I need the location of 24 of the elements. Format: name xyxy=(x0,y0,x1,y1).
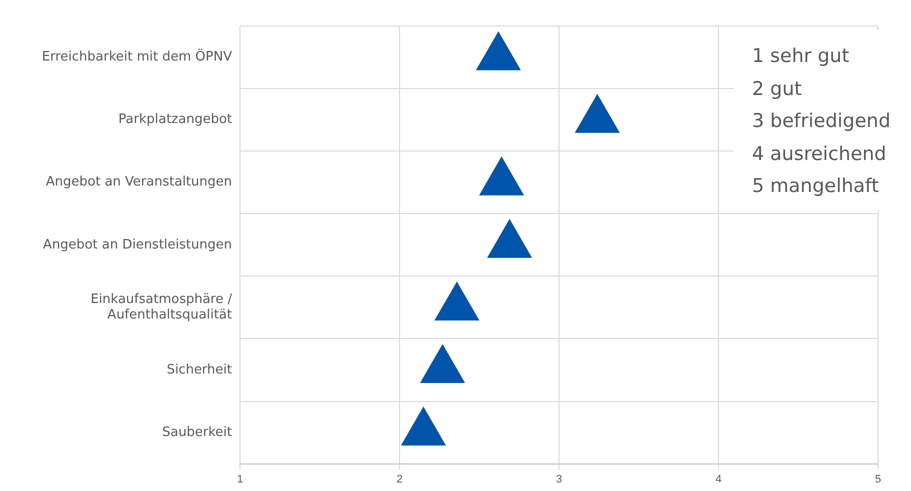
y-tick-label: Sauberkeit xyxy=(162,424,232,440)
x-tick-label: 4 xyxy=(715,473,722,486)
y-tick-label: Sicherheit xyxy=(166,362,232,378)
x-tick-label: 3 xyxy=(556,473,562,486)
annotation: 3 befriedigend xyxy=(752,109,892,134)
point xyxy=(420,344,465,383)
point xyxy=(479,156,524,196)
x-tick-label: 1 xyxy=(236,473,244,486)
annotation: 1 sehr gut xyxy=(752,44,850,69)
point xyxy=(434,282,480,320)
annotation: 5 mangelhaft xyxy=(752,174,880,199)
y-tick-label: Einkaufsatmosphäre / Aufenthaltsqualität xyxy=(90,292,233,323)
point xyxy=(401,407,446,446)
y-tick-label: Erreichbarkeit mit dem ÖPNV xyxy=(42,48,232,65)
point xyxy=(575,94,620,133)
x-tick-label: 5 xyxy=(874,473,882,486)
y-tick-label: Angebot an Dienstleistungen xyxy=(43,237,232,252)
annotation: 4 ausreichend xyxy=(752,142,888,166)
y-tick-label: Angebot an Veranstaltungen xyxy=(46,174,232,190)
y-tick-label: Parkplatzangebot xyxy=(118,112,232,128)
x-tick-label: 2 xyxy=(396,473,403,486)
annotation: 2 gut xyxy=(752,76,803,102)
point xyxy=(476,32,521,70)
point xyxy=(487,219,532,258)
